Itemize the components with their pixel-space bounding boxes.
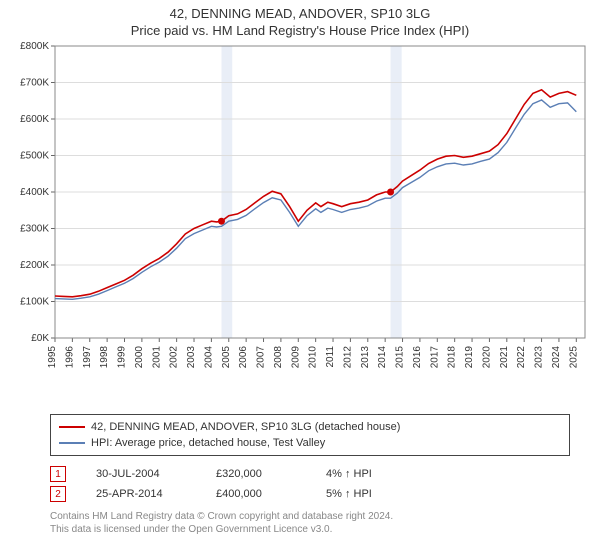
footnote-line1: Contains HM Land Registry data © Crown c…	[50, 510, 570, 523]
svg-text:2024: 2024	[551, 346, 562, 369]
svg-text:£0K: £0K	[31, 333, 49, 344]
sale-price: £320,000	[216, 468, 296, 480]
sale-date: 25-APR-2014	[96, 488, 186, 500]
svg-text:£200K: £200K	[20, 260, 49, 271]
svg-text:2020: 2020	[481, 346, 492, 369]
svg-text:2002: 2002	[169, 346, 180, 369]
svg-text:£600K: £600K	[20, 114, 49, 125]
svg-text:£300K: £300K	[20, 224, 49, 235]
line-chart-svg: £0K £100K £200K £300K £400K £500K £600K £700K £8…	[0, 38, 600, 408]
sale-marker: 2	[50, 486, 66, 502]
legend-label: HPI: Average price, detached house, Test…	[91, 437, 325, 449]
svg-text:2023: 2023	[534, 346, 545, 369]
sale-row: 2 25-APR-2014 £400,000 5% ↑ HPI	[50, 484, 570, 504]
svg-text:2012: 2012	[342, 346, 353, 369]
chart-title-address: 42, DENNING MEAD, ANDOVER, SP10 3LG	[0, 6, 600, 21]
sale-marker: 1	[50, 466, 66, 482]
sale-delta: 4% ↑ HPI	[326, 468, 372, 480]
legend-swatch	[59, 442, 85, 444]
svg-text:2004: 2004	[203, 346, 214, 369]
svg-text:2000: 2000	[134, 346, 145, 369]
legend-swatch	[59, 426, 85, 428]
sale-date: 30-JUL-2004	[96, 468, 186, 480]
svg-text:2001: 2001	[151, 346, 162, 369]
legend-row: 42, DENNING MEAD, ANDOVER, SP10 3LG (det…	[59, 419, 561, 435]
svg-text:2007: 2007	[256, 346, 267, 369]
svg-text:2014: 2014	[377, 346, 388, 369]
svg-text:2021: 2021	[499, 346, 510, 369]
chart-title-subtitle: Price paid vs. HM Land Registry's House …	[0, 23, 600, 38]
legend-label: 42, DENNING MEAD, ANDOVER, SP10 3LG (det…	[91, 421, 400, 433]
svg-text:1996: 1996	[64, 346, 75, 369]
svg-text:1997: 1997	[82, 346, 93, 369]
legend-box: 42, DENNING MEAD, ANDOVER, SP10 3LG (det…	[50, 414, 570, 456]
svg-text:2006: 2006	[238, 346, 249, 369]
sale-row: 1 30-JUL-2004 £320,000 4% ↑ HPI	[50, 464, 570, 484]
svg-text:2009: 2009	[290, 346, 301, 369]
sale-price: £400,000	[216, 488, 296, 500]
footnote: Contains HM Land Registry data © Crown c…	[50, 510, 570, 536]
svg-text:2016: 2016	[412, 346, 423, 369]
svg-text:2003: 2003	[186, 346, 197, 369]
svg-text:£400K: £400K	[20, 187, 49, 198]
svg-text:2018: 2018	[447, 346, 458, 369]
svg-text:2005: 2005	[221, 346, 232, 369]
svg-text:£500K: £500K	[20, 151, 49, 162]
svg-text:2017: 2017	[429, 346, 440, 369]
svg-text:2013: 2013	[360, 346, 371, 369]
svg-text:£800K: £800K	[20, 41, 49, 52]
sale-events-table: 1 30-JUL-2004 £320,000 4% ↑ HPI 2 25-APR-2014…	[50, 464, 570, 504]
sale-delta: 5% ↑ HPI	[326, 488, 372, 500]
svg-text:2011: 2011	[325, 346, 336, 368]
svg-text:2025: 2025	[568, 346, 579, 369]
chart-area: £0K £100K £200K £300K £400K £500K £600K £700K £8…	[0, 38, 600, 408]
svg-text:2022: 2022	[516, 346, 527, 369]
svg-text:2019: 2019	[464, 346, 475, 369]
svg-text:2010: 2010	[308, 346, 319, 369]
svg-text:1999: 1999	[117, 346, 128, 369]
chart-title-block: 42, DENNING MEAD, ANDOVER, SP10 3LG Pric…	[0, 0, 600, 38]
svg-text:1998: 1998	[99, 346, 110, 369]
svg-text:2015: 2015	[395, 346, 406, 369]
svg-text:£100K: £100K	[20, 297, 49, 308]
legend-row: HPI: Average price, detached house, Test…	[59, 435, 561, 451]
svg-text:2008: 2008	[273, 346, 284, 369]
footnote-line2: This data is licensed under the Open Gov…	[50, 523, 570, 536]
svg-text:1995: 1995	[47, 346, 58, 369]
svg-text:£700K: £700K	[20, 78, 49, 89]
